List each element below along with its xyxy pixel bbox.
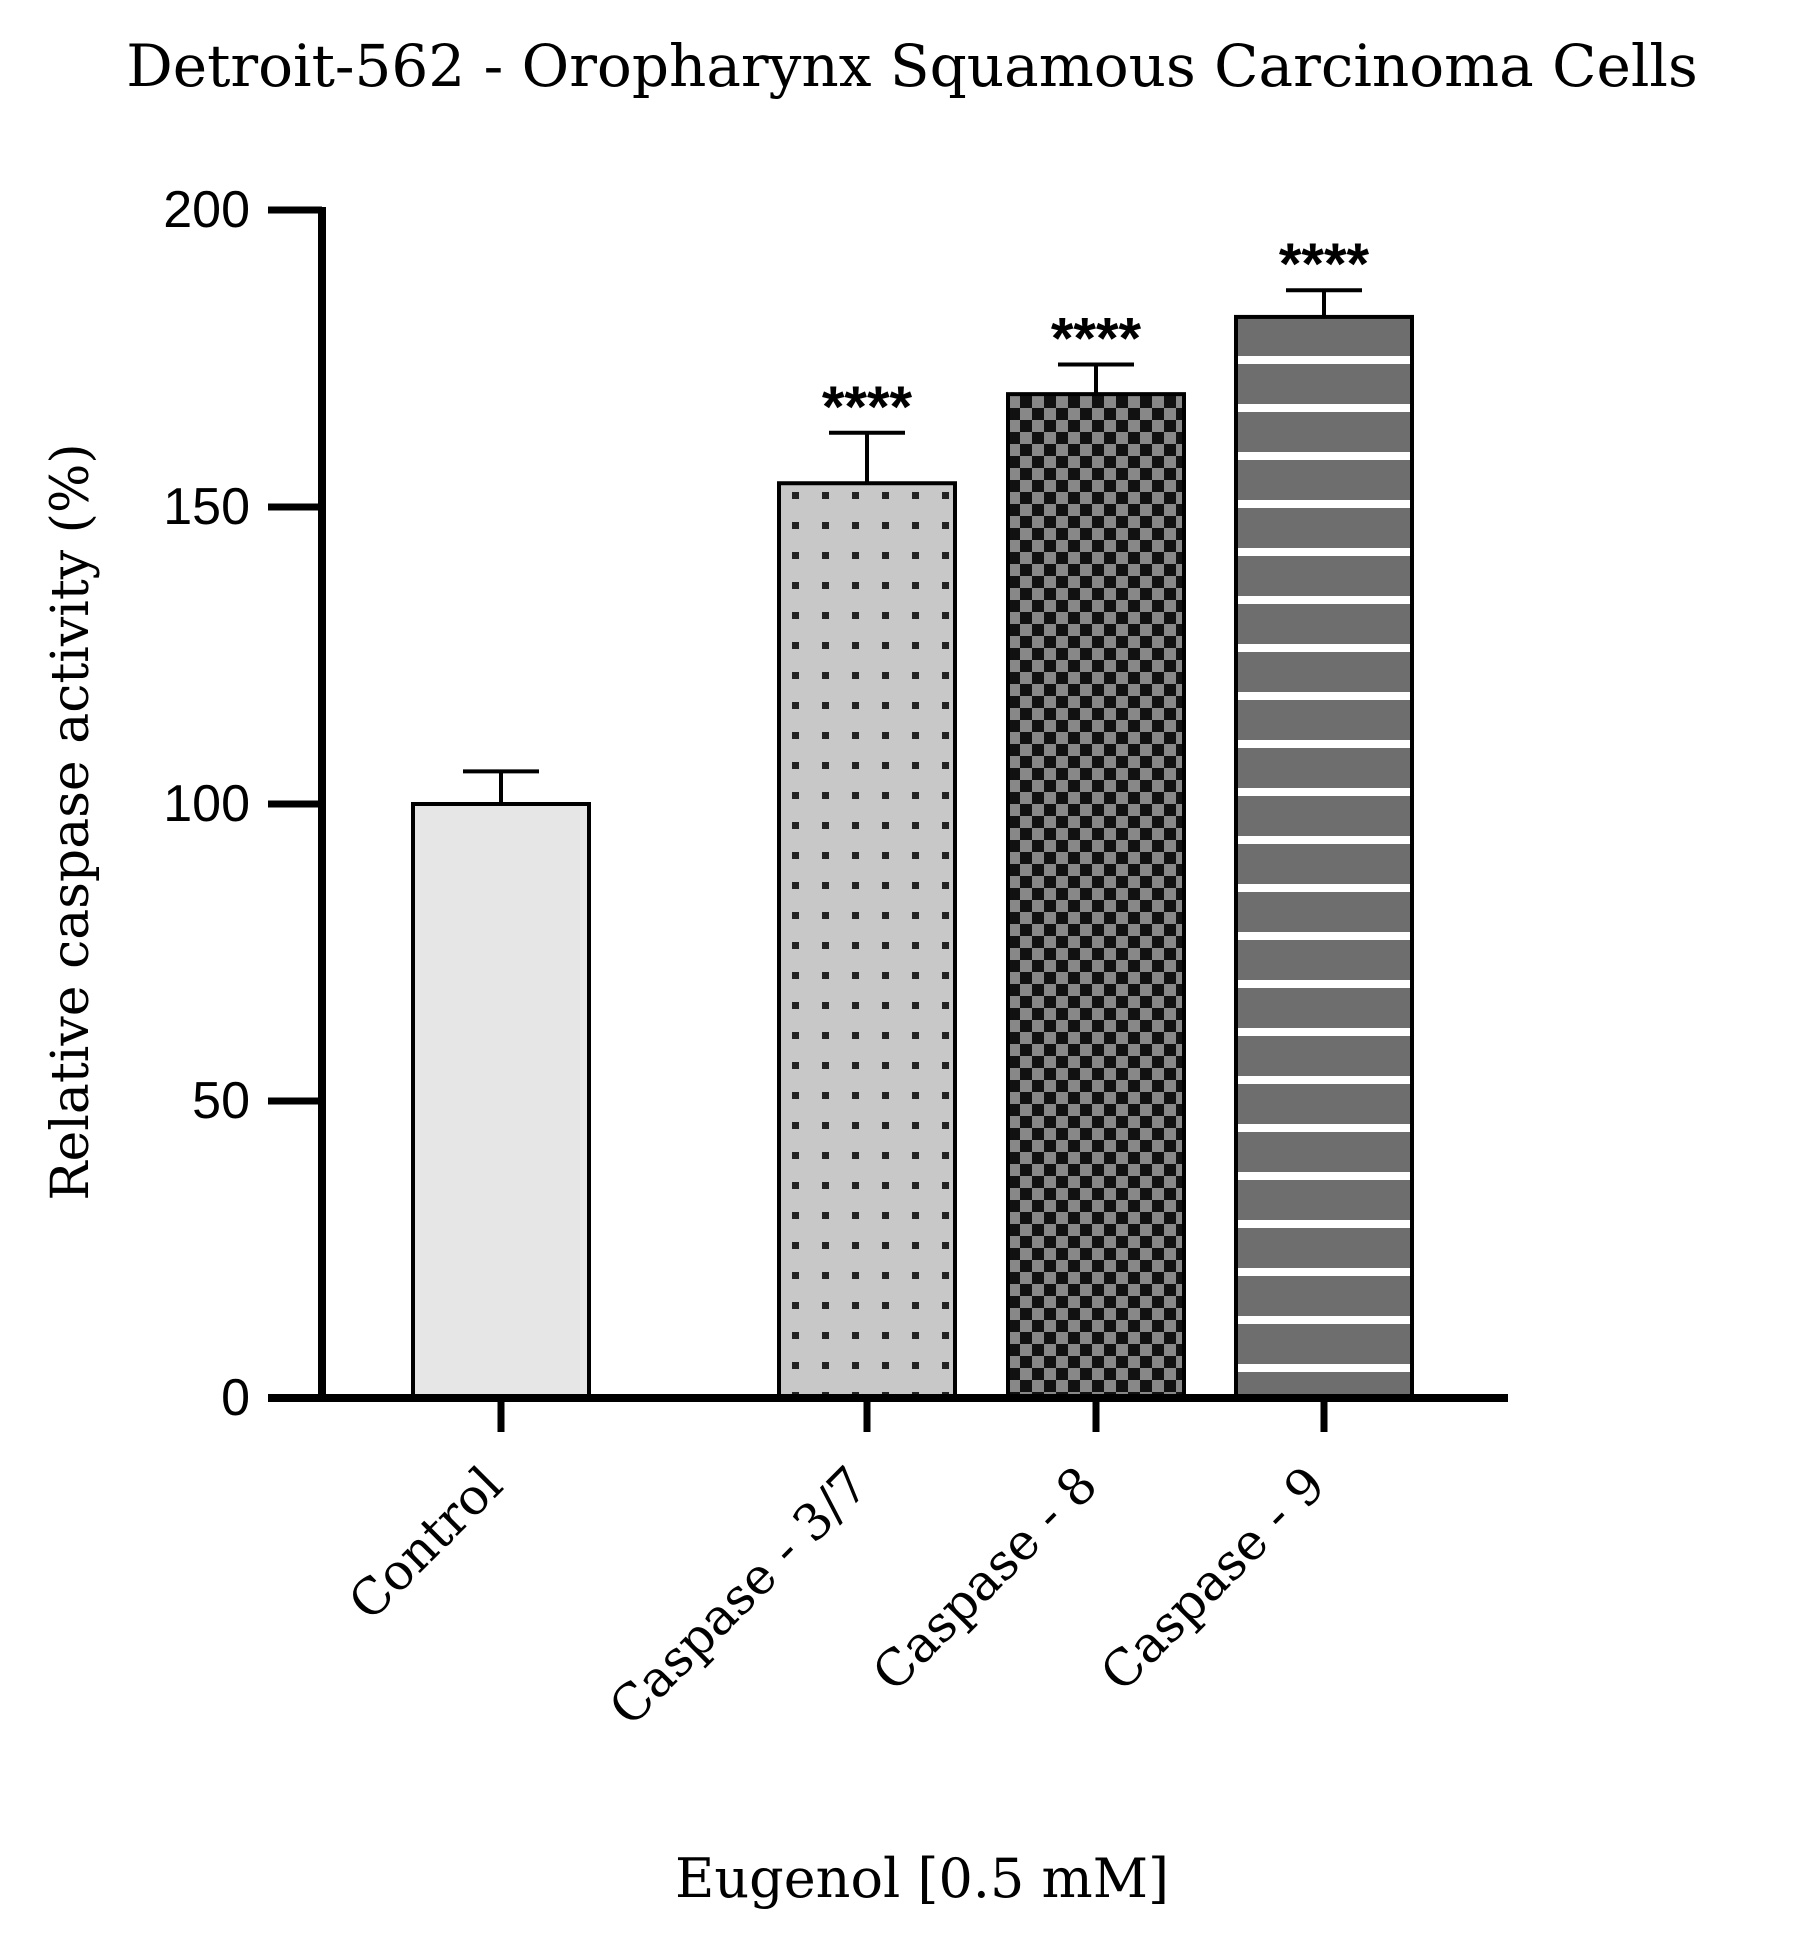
error-bar-caspase-9 [1286, 288, 1362, 317]
x-tick-label-caspase-3-7: Caspase - 3/7 [598, 1455, 879, 1736]
chart-title: Detroit-562 - Oropharynx Squamous Carcin… [126, 32, 1698, 100]
y-tick-label-50: 50 [192, 1072, 250, 1130]
y-axis-label: Relative caspase activity (%) [41, 443, 101, 1200]
y-tick-label-100: 100 [163, 775, 250, 833]
bar-caspase-8 [1006, 392, 1186, 1400]
bar-caspase-3-7 [777, 481, 957, 1400]
y-tick-label-0: 0 [221, 1369, 250, 1427]
bars [411, 314, 1414, 1400]
bar-control [411, 802, 591, 1400]
y-tick-label-150: 150 [163, 478, 250, 536]
significance-caspase-8: **** [1051, 306, 1142, 371]
error-bars [463, 288, 1362, 804]
x-axis-label: Eugenol [0.5 mM] [675, 1847, 1169, 1910]
x-tick-label-control: Control [338, 1455, 514, 1631]
x-tick-label-caspase-8: Caspase - 8 [861, 1455, 1108, 1702]
significance-labels: **** **** **** [822, 232, 1370, 440]
error-bar-caspase-8 [1058, 362, 1134, 395]
bar-caspase-9 [1234, 314, 1414, 1400]
error-bar-caspase-3-7 [829, 430, 905, 484]
y-ticks: 0 50 100 150 200 [163, 181, 322, 1427]
significance-caspase-3-7: **** [822, 375, 913, 440]
x-tick-label-caspase-9: Caspase - 9 [1089, 1455, 1336, 1702]
y-tick-label-200: 200 [163, 181, 250, 239]
significance-caspase-9: **** [1279, 232, 1370, 297]
error-bar-control [463, 769, 539, 804]
